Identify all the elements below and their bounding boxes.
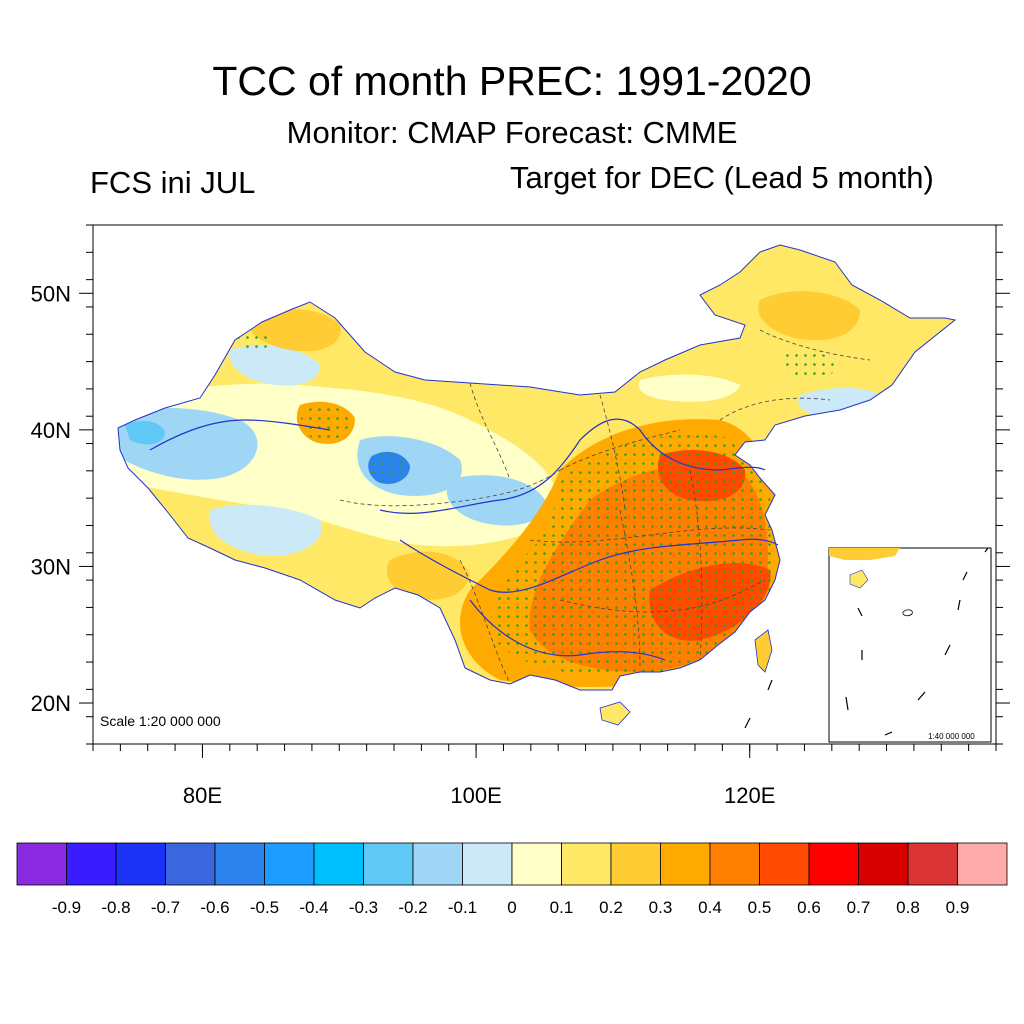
colorbar-swatch	[561, 842, 612, 886]
inset-islands	[902, 609, 913, 617]
colorbar-swatch	[214, 842, 265, 886]
colorbar-swatch	[313, 842, 364, 886]
blue-region-north	[229, 345, 320, 386]
map-title: TCC of month PREC: 1991-2020	[212, 58, 812, 104]
colorbar-label: -0.4	[299, 898, 328, 917]
colorbar-swatch	[16, 842, 67, 886]
significance-stippling-east	[491, 434, 775, 676]
province-boundaries	[339, 329, 871, 685]
lat-tick-label: 50N	[31, 281, 71, 306]
colorbar-swatch	[957, 842, 1008, 886]
colorbar-label: 0.7	[847, 898, 871, 917]
blue-core-west	[125, 420, 165, 445]
colorbar-label: 0.8	[896, 898, 920, 917]
colorbar-label: 0.5	[748, 898, 772, 917]
inset-hainan	[849, 569, 869, 589]
significance-stippling-center	[369, 452, 408, 483]
colorbar-label: -0.9	[52, 898, 81, 917]
colorbar-swatch	[165, 842, 216, 886]
colorbar-label: 0.3	[649, 898, 673, 917]
inset-coast	[829, 548, 900, 560]
initialization-label: FCS ini JUL	[90, 165, 256, 200]
axis-tick-labels: 20N 30N 40N 50N 80E 100E 120E	[31, 281, 776, 808]
blue-region-tibet	[209, 504, 322, 556]
rivers	[149, 418, 779, 661]
hainan-island	[599, 701, 631, 726]
colorbar-label: -0.7	[151, 898, 180, 917]
colorbar-label: -0.8	[101, 898, 130, 917]
colorbar-swatch	[66, 842, 117, 886]
axis-ticks	[79, 224, 1010, 758]
gold-region-northeast	[758, 291, 860, 341]
outline-dash-mark	[767, 679, 773, 691]
colorbar-swatch	[462, 842, 513, 886]
significance-stippling-northeast	[782, 351, 838, 380]
colorbar-labels: -0.9 -0.8 -0.7 -0.6 -0.5 -0.4 -0.3 -0.2 -0.1 0 0.1…	[52, 898, 969, 917]
colorbar-swatch	[610, 842, 661, 886]
river-yangtze	[399, 538, 779, 593]
river-tarim	[149, 419, 331, 451]
colorbar-swatch	[660, 842, 711, 886]
colorbar-swatch	[808, 842, 859, 886]
colorbar-label: 0.6	[797, 898, 821, 917]
colorbar-swatch	[412, 842, 463, 886]
lon-tick-label: 80E	[183, 783, 222, 808]
inset-scale-label: 1:40 000 000	[928, 732, 975, 741]
inset-nine-dash-line	[845, 547, 989, 736]
colorbar-label: 0.1	[550, 898, 574, 917]
colorbar-swatch	[511, 842, 562, 886]
colorbar-swatch	[363, 842, 414, 886]
colorbar-label: 0.2	[599, 898, 623, 917]
pale-region-north	[638, 374, 740, 402]
significance-stippling-north	[301, 404, 352, 442]
taiwan-island	[754, 629, 773, 673]
outline-dash-mark	[744, 717, 751, 729]
colorbar-label: -0.3	[349, 898, 378, 917]
river-pearl	[469, 599, 666, 661]
colorbar-label: -0.5	[250, 898, 279, 917]
colorbar-label: 0.4	[698, 898, 722, 917]
colorbar-swatch	[858, 842, 909, 886]
colorbar-swatch	[264, 842, 315, 886]
south-china-sea-inset: 1:40 000 000	[828, 547, 992, 743]
scale-label: Scale 1:20 000 000	[100, 713, 221, 729]
map-subtitle: Monitor: CMAP Forecast: CMME	[286, 115, 738, 150]
colorbar-swatch	[709, 842, 760, 886]
lat-tick-label: 40N	[31, 418, 71, 443]
colorbar	[16, 842, 1008, 886]
target-label: Target for DEC (Lead 5 month)	[510, 160, 934, 195]
colorbar-label: -0.2	[398, 898, 427, 917]
river-yellow	[379, 418, 766, 514]
colorbar-swatch	[759, 842, 810, 886]
colorbar-label: 0.9	[946, 898, 970, 917]
lon-tick-label: 120E	[724, 783, 775, 808]
colorbar-label: -0.6	[200, 898, 229, 917]
lat-tick-label: 20N	[31, 691, 71, 716]
lat-tick-label: 30N	[31, 554, 71, 579]
colorbar-label: -0.1	[448, 898, 477, 917]
lon-tick-label: 100E	[450, 783, 501, 808]
colorbar-label: 0	[507, 898, 516, 917]
colorbar-swatch	[115, 842, 166, 886]
gold-region-southwest	[386, 551, 470, 600]
colorbar-swatch	[907, 842, 958, 886]
significance-stippling-northwest	[237, 332, 275, 352]
